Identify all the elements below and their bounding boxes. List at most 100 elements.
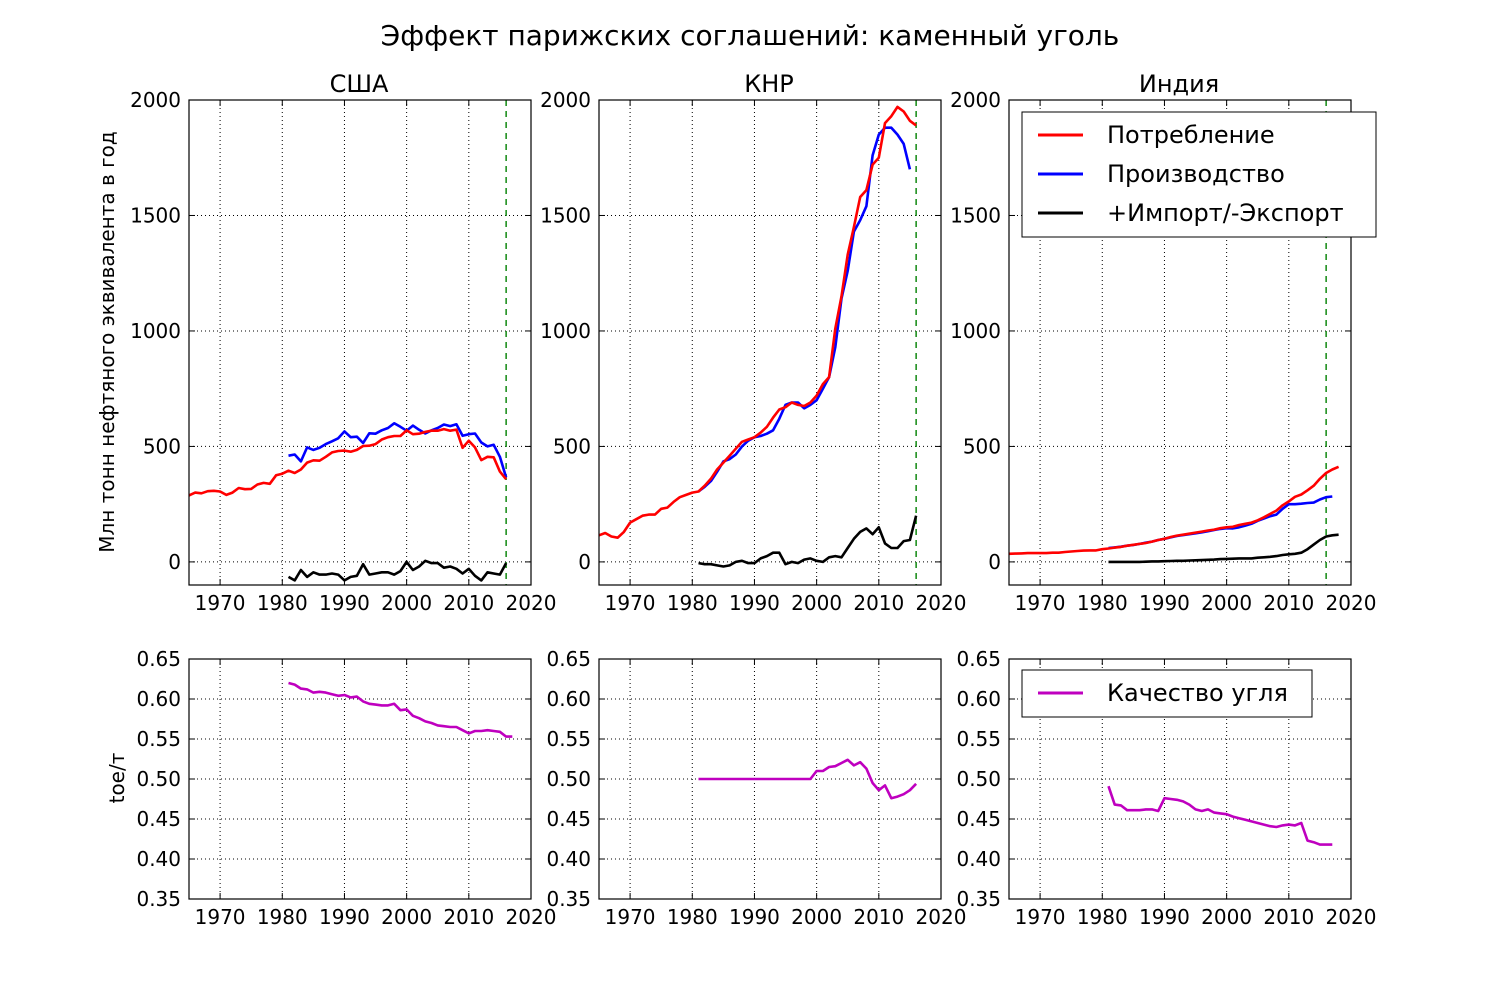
india-bottom-tick-label-y: 0.50 <box>956 767 1001 791</box>
usa-bottom-plot-area <box>189 659 531 899</box>
china-series-net <box>698 515 918 568</box>
china-top-tick-label-x: 2010 <box>853 591 904 615</box>
usa-bottom-tick-label-y: 0.65 <box>136 647 181 671</box>
china-top-axes: 1970 1980 1990 2000 2010 2020 0 500 1000 1500 2000 <box>540 88 966 615</box>
india-top-tick-label-y: 1000 <box>950 319 1001 343</box>
india-bottom-tick-label-y: 0.35 <box>956 887 1001 911</box>
usa-top-tick-label-x: 1990 <box>319 591 370 615</box>
usa-bottom-tick-label-y: 0.35 <box>136 887 181 911</box>
india-top-tick-label-x: 2000 <box>1201 591 1252 615</box>
india-series-net <box>1108 533 1339 564</box>
usa-bottom-tick-label-y: 0.50 <box>136 767 181 791</box>
usa-top-tick-label-y: 1500 <box>130 203 181 227</box>
usa-bottom-tick-label-x: 1970 <box>195 905 246 929</box>
usa-top-plot-area <box>189 100 531 585</box>
usa-bottom-tick-label-x: 2020 <box>506 905 557 929</box>
usa-bottom-tick-label-x: 2000 <box>381 905 432 929</box>
china-top-tick-label-x: 1980 <box>667 591 718 615</box>
china-top-tick-label-x: 1990 <box>729 591 780 615</box>
usa-top-tick-label-y: 500 <box>143 434 181 458</box>
panel-title-usa: США <box>330 70 389 98</box>
china-series-quality <box>698 758 918 800</box>
china-bottom-tick-label-x: 1970 <box>605 905 656 929</box>
india-bottom-tick-label-x: 1970 <box>1015 905 1066 929</box>
usa-top-tick-label-x: 2000 <box>381 591 432 615</box>
usa-series-consumption <box>188 427 508 497</box>
india-top-tick-label-y: 0 <box>988 550 1001 574</box>
usa-top-axes: 1970 1980 1990 2000 2010 2020 0 500 1000 1500 2000 <box>130 88 556 615</box>
legend-bottom: Качество угля <box>1021 669 1313 718</box>
india-bottom-tick-label-y: 0.45 <box>956 807 1001 831</box>
usa-series-quality <box>288 681 513 738</box>
india-bottom-tick-label-x: 2020 <box>1326 905 1377 929</box>
usa-top-tick-label-x: 1980 <box>257 591 308 615</box>
china-bottom-axes: 1970 1980 1990 2000 2010 2020 0.35 0.40 0.45 0.50… <box>546 647 966 929</box>
china-bottom-tick-label-y: 0.65 <box>546 647 591 671</box>
y-axis-label-bottom: toe/т <box>105 752 129 803</box>
china-top-frame <box>598 99 942 586</box>
usa-top-tick-label-x: 2020 <box>506 591 557 615</box>
china-bottom-tick-label-x: 2000 <box>791 905 842 929</box>
india-top-tick-label-x: 1990 <box>1139 591 1190 615</box>
india-top-tick-label-y: 500 <box>963 434 1001 458</box>
y-axis-label-top: Млн тонн нефтяного эквивалента в год <box>95 131 119 552</box>
india-bottom-tick-label-x: 2000 <box>1201 905 1252 929</box>
usa-top-tick-label-x: 1970 <box>195 591 246 615</box>
china-top-tick-label-y: 0 <box>578 550 591 574</box>
india-top-tick-label-y: 2000 <box>950 88 1001 112</box>
china-top-tick-label-x: 1970 <box>605 591 656 615</box>
panel-title-india: Индия <box>1139 70 1219 98</box>
usa-top-tick-label-x: 2010 <box>443 591 494 615</box>
plots-layer: 1970 1980 1990 2000 2010 2020 0 500 1000 1500 2000… <box>130 88 1376 929</box>
india-top-tick-label-y: 1500 <box>950 203 1001 227</box>
usa-series-production <box>288 421 508 478</box>
usa-bottom-tick-label-y: 0.40 <box>136 847 181 871</box>
usa-bottom-tick-label-y: 0.60 <box>136 687 181 711</box>
usa-bottom-tick-label-x: 1990 <box>319 905 370 929</box>
usa-top-tick-label-y: 1000 <box>130 319 181 343</box>
legend-label-net: +Импорт/-Экспорт <box>1107 199 1344 227</box>
usa-bottom-frame <box>188 658 532 900</box>
legend-top: Потребление Производство +Импорт/-Экспор… <box>1021 111 1377 238</box>
india-top-frame <box>1008 99 1352 586</box>
legend-label-production: Производство <box>1107 160 1285 188</box>
india-bottom-tick-label-x: 1990 <box>1139 905 1190 929</box>
china-top-tick-label-x: 2000 <box>791 591 842 615</box>
china-bottom-tick-label-y: 0.40 <box>546 847 591 871</box>
china-bottom-tick-label-x: 1980 <box>667 905 718 929</box>
usa-bottom-tick-label-y: 0.45 <box>136 807 181 831</box>
china-top-tick-label-y: 1000 <box>540 319 591 343</box>
usa-bottom-tick-label-x: 2010 <box>443 905 494 929</box>
india-bottom-tick-label-y: 0.60 <box>956 687 1001 711</box>
china-bottom-frame <box>598 658 942 900</box>
legend-label-consumption: Потребление <box>1107 121 1275 149</box>
india-top-tick-label-x: 1970 <box>1015 591 1066 615</box>
usa-top-frame <box>188 99 532 586</box>
china-top-tick-label-x: 2020 <box>916 591 967 615</box>
legend-label-quality: Качество угля <box>1107 679 1288 707</box>
china-bottom-tick-label-y: 0.35 <box>546 887 591 911</box>
china-bottom-tick-label-x: 1990 <box>729 905 780 929</box>
china-bottom-tick-label-y: 0.60 <box>546 687 591 711</box>
panel-title-china: КНР <box>744 70 794 98</box>
india-bottom-tick-label-y: 0.65 <box>956 647 1001 671</box>
india-top-tick-label-x: 2020 <box>1326 591 1377 615</box>
china-bottom-tick-label-x: 2010 <box>853 905 904 929</box>
china-series-production <box>697 126 912 493</box>
chart-title: Эффект парижских соглашений: каменный уг… <box>381 19 1120 52</box>
china-bottom-tick-label-y: 0.50 <box>546 767 591 791</box>
usa-bottom-tick-label-y: 0.55 <box>136 727 181 751</box>
china-top-tick-label-y: 1500 <box>540 203 591 227</box>
india-series-quality <box>1107 785 1333 846</box>
india-bottom-tick-label-y: 0.55 <box>956 727 1001 751</box>
china-bottom-tick-label-x: 2020 <box>916 905 967 929</box>
india-series-consumption <box>1008 465 1340 556</box>
china-top-tick-label-y: 2000 <box>540 88 591 112</box>
china-bottom-tick-label-y: 0.55 <box>546 727 591 751</box>
china-bottom-tick-label-y: 0.45 <box>546 807 591 831</box>
india-top-tick-label-x: 1980 <box>1077 591 1128 615</box>
usa-series-net <box>287 559 508 582</box>
india-bottom-tick-label-y: 0.40 <box>956 847 1001 871</box>
india-top-tick-label-x: 2010 <box>1263 591 1314 615</box>
